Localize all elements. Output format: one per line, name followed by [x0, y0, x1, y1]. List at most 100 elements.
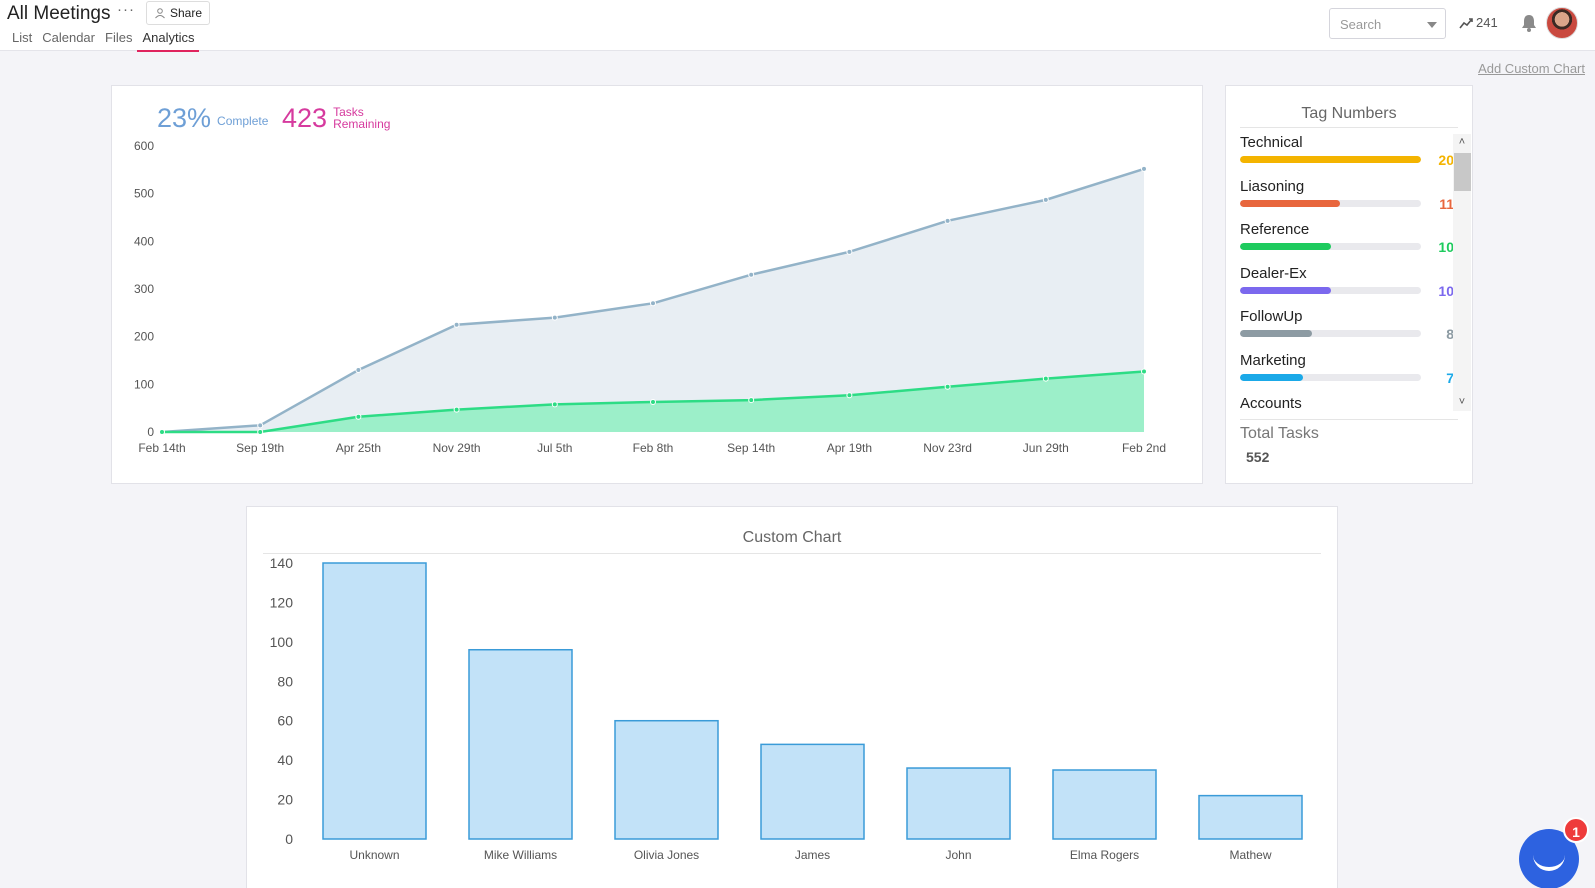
tag-item: Technical 20: [1240, 134, 1454, 178]
tag-count: 11: [1439, 195, 1454, 212]
y-tick-label: 500: [134, 187, 154, 201]
total-tasks-value: 552: [1246, 449, 1270, 465]
tag-progress-track: [1240, 373, 1421, 381]
data-point: [355, 367, 362, 374]
data-point: [257, 422, 264, 429]
divider: [1240, 419, 1458, 420]
tab-calendar[interactable]: Calendar: [42, 30, 95, 45]
top-bar: All Meetings ··· Share List Calendar Fil…: [0, 0, 1595, 52]
view-tabs: List Calendar Files Analytics: [12, 30, 209, 52]
data-point: [551, 401, 558, 408]
tag-name: Liasoning: [1240, 177, 1305, 195]
x-tick-label: Sep 19th: [236, 441, 284, 455]
data-point: [748, 271, 755, 278]
data-point: [355, 413, 362, 420]
tag-item: Reference 10: [1240, 221, 1454, 265]
tag-progress-track: [1240, 156, 1421, 163]
share-button[interactable]: Share: [146, 1, 210, 25]
tag-name: Marketing: [1240, 351, 1306, 369]
series-1-area: [162, 371, 1144, 432]
x-tick-label: Elma Rogers: [1070, 848, 1139, 862]
y-tick-label: 300: [134, 282, 154, 296]
x-tick-label: Feb 14th: [138, 441, 185, 455]
data-point: [650, 300, 656, 307]
activity-counter[interactable]: 241: [1459, 15, 1498, 30]
tag-count: 8: [1446, 326, 1454, 342]
tag-progress-fill: [1240, 199, 1340, 207]
data-point: [159, 429, 165, 435]
search-placeholder: Search: [1340, 17, 1382, 32]
remaining-label-line2: Remaining: [333, 117, 391, 131]
tag-progress-fill: [1240, 243, 1331, 250]
x-tick-label: Mathew: [1229, 848, 1271, 862]
tag-item: Marketing 7: [1240, 352, 1454, 396]
series-0-area: [162, 168, 1144, 432]
x-tick-label: Feb 8th: [633, 441, 674, 455]
tag-progress-track: [1240, 286, 1421, 294]
tag-list-scrollbar[interactable]: [1453, 134, 1471, 411]
x-tick-label: Apr 25th: [336, 441, 381, 455]
data-point: [846, 248, 853, 255]
tab-list[interactable]: List: [12, 30, 33, 45]
activity-count: 241: [1476, 15, 1498, 30]
tag-numbers-title: Tag Numbers: [1240, 105, 1458, 128]
tab-analytics[interactable]: Analytics: [137, 30, 200, 52]
bar: [468, 648, 573, 840]
tag-count: 10: [1438, 239, 1454, 255]
chevron-down-icon: [1427, 22, 1437, 28]
tag-progress-fill: [1240, 156, 1421, 163]
y-tick-label: 120: [270, 594, 294, 610]
add-custom-chart-link[interactable]: Add Custom Chart: [1478, 61, 1585, 76]
remaining-kpi: 423 Tasks Remaining: [282, 105, 390, 132]
user-avatar[interactable]: [1546, 7, 1578, 39]
complete-value: 23%: [157, 103, 212, 133]
tag-item: FollowUp 8: [1240, 308, 1454, 352]
tag-list[interactable]: Technical 20 Liasoning 11 Reference 10 Dealer-…: [1240, 134, 1454, 411]
data-point: [453, 406, 460, 413]
tag-numbers-card: Tag Numbers Technical 20 Liasoning 11 Refere…: [1225, 85, 1473, 484]
complete-kpi: 23% Complete: [157, 105, 268, 132]
chevron-up-icon[interactable]: ˄: [1458, 136, 1466, 148]
tag-progress-fill: [1240, 286, 1331, 294]
bar: [322, 562, 427, 840]
progress-chart-card: 23% Complete 423 Tasks Remaining 0 100 200…: [111, 85, 1203, 484]
x-tick-label: Jun 29th: [1023, 441, 1069, 455]
tag-item: Accounts: [1240, 395, 1454, 411]
data-point: [650, 398, 656, 405]
area-chart: 0 100 200 300 400 500 600 Feb 14th Sep 19th Apr 2…: [134, 139, 1166, 455]
page-title: All Meetings: [7, 3, 111, 24]
data-point: [257, 429, 264, 435]
y-tick-label: 60: [277, 713, 293, 729]
data-point: [944, 383, 951, 390]
remaining-label-line1: Tasks: [333, 105, 364, 119]
search-dropdown[interactable]: Search: [1329, 8, 1446, 39]
bell-icon[interactable]: [1519, 13, 1539, 33]
x-tick-label: Apr 19th: [827, 441, 872, 455]
remaining-value: 423: [282, 103, 328, 133]
chevron-down-icon[interactable]: ˅: [1458, 396, 1466, 408]
complete-label: Complete: [217, 114, 269, 128]
tag-progress-fill: [1240, 373, 1304, 381]
y-tick-label: 140: [270, 555, 294, 571]
tag-progress-track: [1240, 199, 1421, 207]
tag-count: 20: [1438, 152, 1454, 168]
tag-count: 7: [1446, 369, 1454, 386]
tag-name: FollowUp: [1240, 308, 1303, 325]
tab-files[interactable]: Files: [105, 30, 133, 45]
scrollbar-thumb[interactable]: [1454, 153, 1471, 191]
x-tick-label: Mike Williams: [484, 848, 557, 862]
tag-name: Accounts: [1240, 395, 1302, 411]
bar-chart: 0 20 40 60 80 100 120 140 Unknown Mike Williams Ol…: [270, 555, 1303, 862]
bar: [1198, 794, 1303, 840]
more-options-button[interactable]: ···: [117, 1, 135, 18]
data-point: [1141, 165, 1147, 172]
data-point: [1042, 196, 1049, 203]
y-tick-label: 100: [134, 377, 154, 391]
data-point: [1042, 375, 1049, 382]
y-tick-label: 100: [270, 634, 294, 650]
tag-item: Liasoning 11: [1240, 178, 1454, 222]
tag-progress-track: [1240, 243, 1421, 250]
tag-progress-track: [1240, 330, 1421, 337]
custom-chart-title: Custom Chart: [263, 529, 1321, 554]
x-tick-label: Feb 2nd: [1122, 441, 1166, 455]
